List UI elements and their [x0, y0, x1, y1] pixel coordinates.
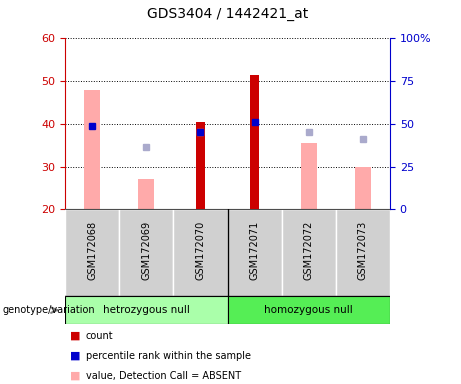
- Text: genotype/variation: genotype/variation: [2, 305, 95, 315]
- Bar: [65, 209, 119, 296]
- Text: GSM172070: GSM172070: [195, 221, 206, 280]
- Bar: [65, 296, 227, 324]
- Bar: [195, 122, 205, 209]
- Bar: [138, 179, 154, 209]
- Bar: [84, 90, 100, 209]
- Bar: [301, 143, 317, 209]
- Text: ■: ■: [70, 371, 80, 381]
- Bar: [173, 209, 227, 296]
- Text: GSM172072: GSM172072: [304, 221, 314, 280]
- Text: homozygous null: homozygous null: [264, 305, 353, 315]
- Bar: [250, 75, 260, 209]
- Text: percentile rank within the sample: percentile rank within the sample: [86, 351, 251, 361]
- Text: ■: ■: [70, 331, 80, 341]
- Text: value, Detection Call = ABSENT: value, Detection Call = ABSENT: [86, 371, 241, 381]
- Text: GSM172073: GSM172073: [358, 221, 368, 280]
- Text: GDS3404 / 1442421_at: GDS3404 / 1442421_at: [147, 7, 308, 21]
- Text: count: count: [86, 331, 113, 341]
- Bar: [282, 209, 336, 296]
- Text: ■: ■: [70, 351, 80, 361]
- Text: GSM172068: GSM172068: [87, 221, 97, 280]
- Text: GSM172069: GSM172069: [141, 221, 151, 280]
- Text: hetrozygous null: hetrozygous null: [103, 305, 189, 315]
- Text: GSM172071: GSM172071: [249, 221, 260, 280]
- Bar: [227, 209, 282, 296]
- Bar: [355, 167, 371, 209]
- Bar: [227, 296, 390, 324]
- Bar: [119, 209, 173, 296]
- Bar: [336, 209, 390, 296]
